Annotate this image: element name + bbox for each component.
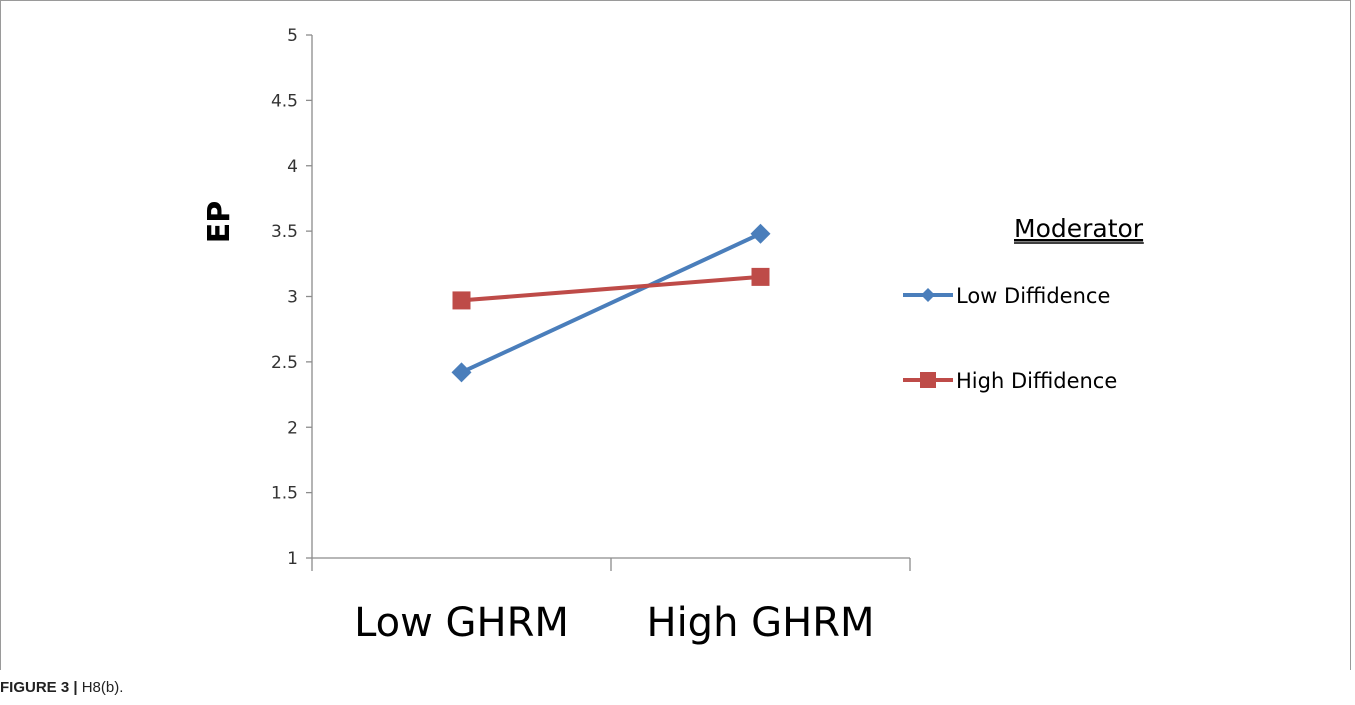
data-point: [751, 267, 770, 286]
data-point: [750, 223, 771, 244]
y-tick-label: 1.5: [271, 484, 298, 504]
line-chart: 1 1.5 2 2.5 3 3.5 4 4.5 5 Low GHRM High GHRM EP M…: [202, 26, 1144, 646]
y-axis-ticks: 1 1.5 2 2.5 3 3.5 4 4.5 5: [271, 26, 312, 569]
x-axis-categories: Low GHRM High GHRM: [354, 600, 874, 646]
y-tick-label: 3: [287, 288, 298, 308]
legend-marker: [920, 372, 936, 388]
legend-title: Moderator: [1014, 214, 1144, 243]
x-category-label: Low GHRM: [354, 600, 569, 646]
data-point: [452, 291, 471, 310]
chart-series: [451, 223, 771, 383]
legend-label: Low Diffidence: [956, 284, 1110, 308]
y-tick-label: 2: [287, 418, 298, 438]
y-tick-label: 5: [287, 26, 298, 46]
caption-label: FIGURE 3 |: [0, 679, 78, 696]
figure-caption: FIGURE 3 | H8(b).: [0, 679, 123, 696]
y-tick-label: 2.5: [271, 353, 298, 373]
legend: Moderator Low Diffidence High Diffidence: [903, 214, 1144, 393]
figure-frame: [0, 0, 1351, 670]
caption-text: H8(b).: [77, 679, 124, 696]
y-tick-label: 1: [287, 549, 298, 569]
legend-label: High Diffidence: [956, 369, 1117, 393]
data-point: [451, 362, 472, 383]
series-line: [461, 274, 761, 303]
legend-marker: [921, 288, 935, 302]
x-category-label: High GHRM: [646, 600, 874, 646]
y-axis-label: EP: [202, 201, 237, 243]
y-tick-label: 4.5: [271, 91, 298, 111]
series-line: [460, 231, 762, 375]
y-tick-label: 4: [287, 157, 298, 177]
y-tick-label: 3.5: [271, 222, 298, 242]
